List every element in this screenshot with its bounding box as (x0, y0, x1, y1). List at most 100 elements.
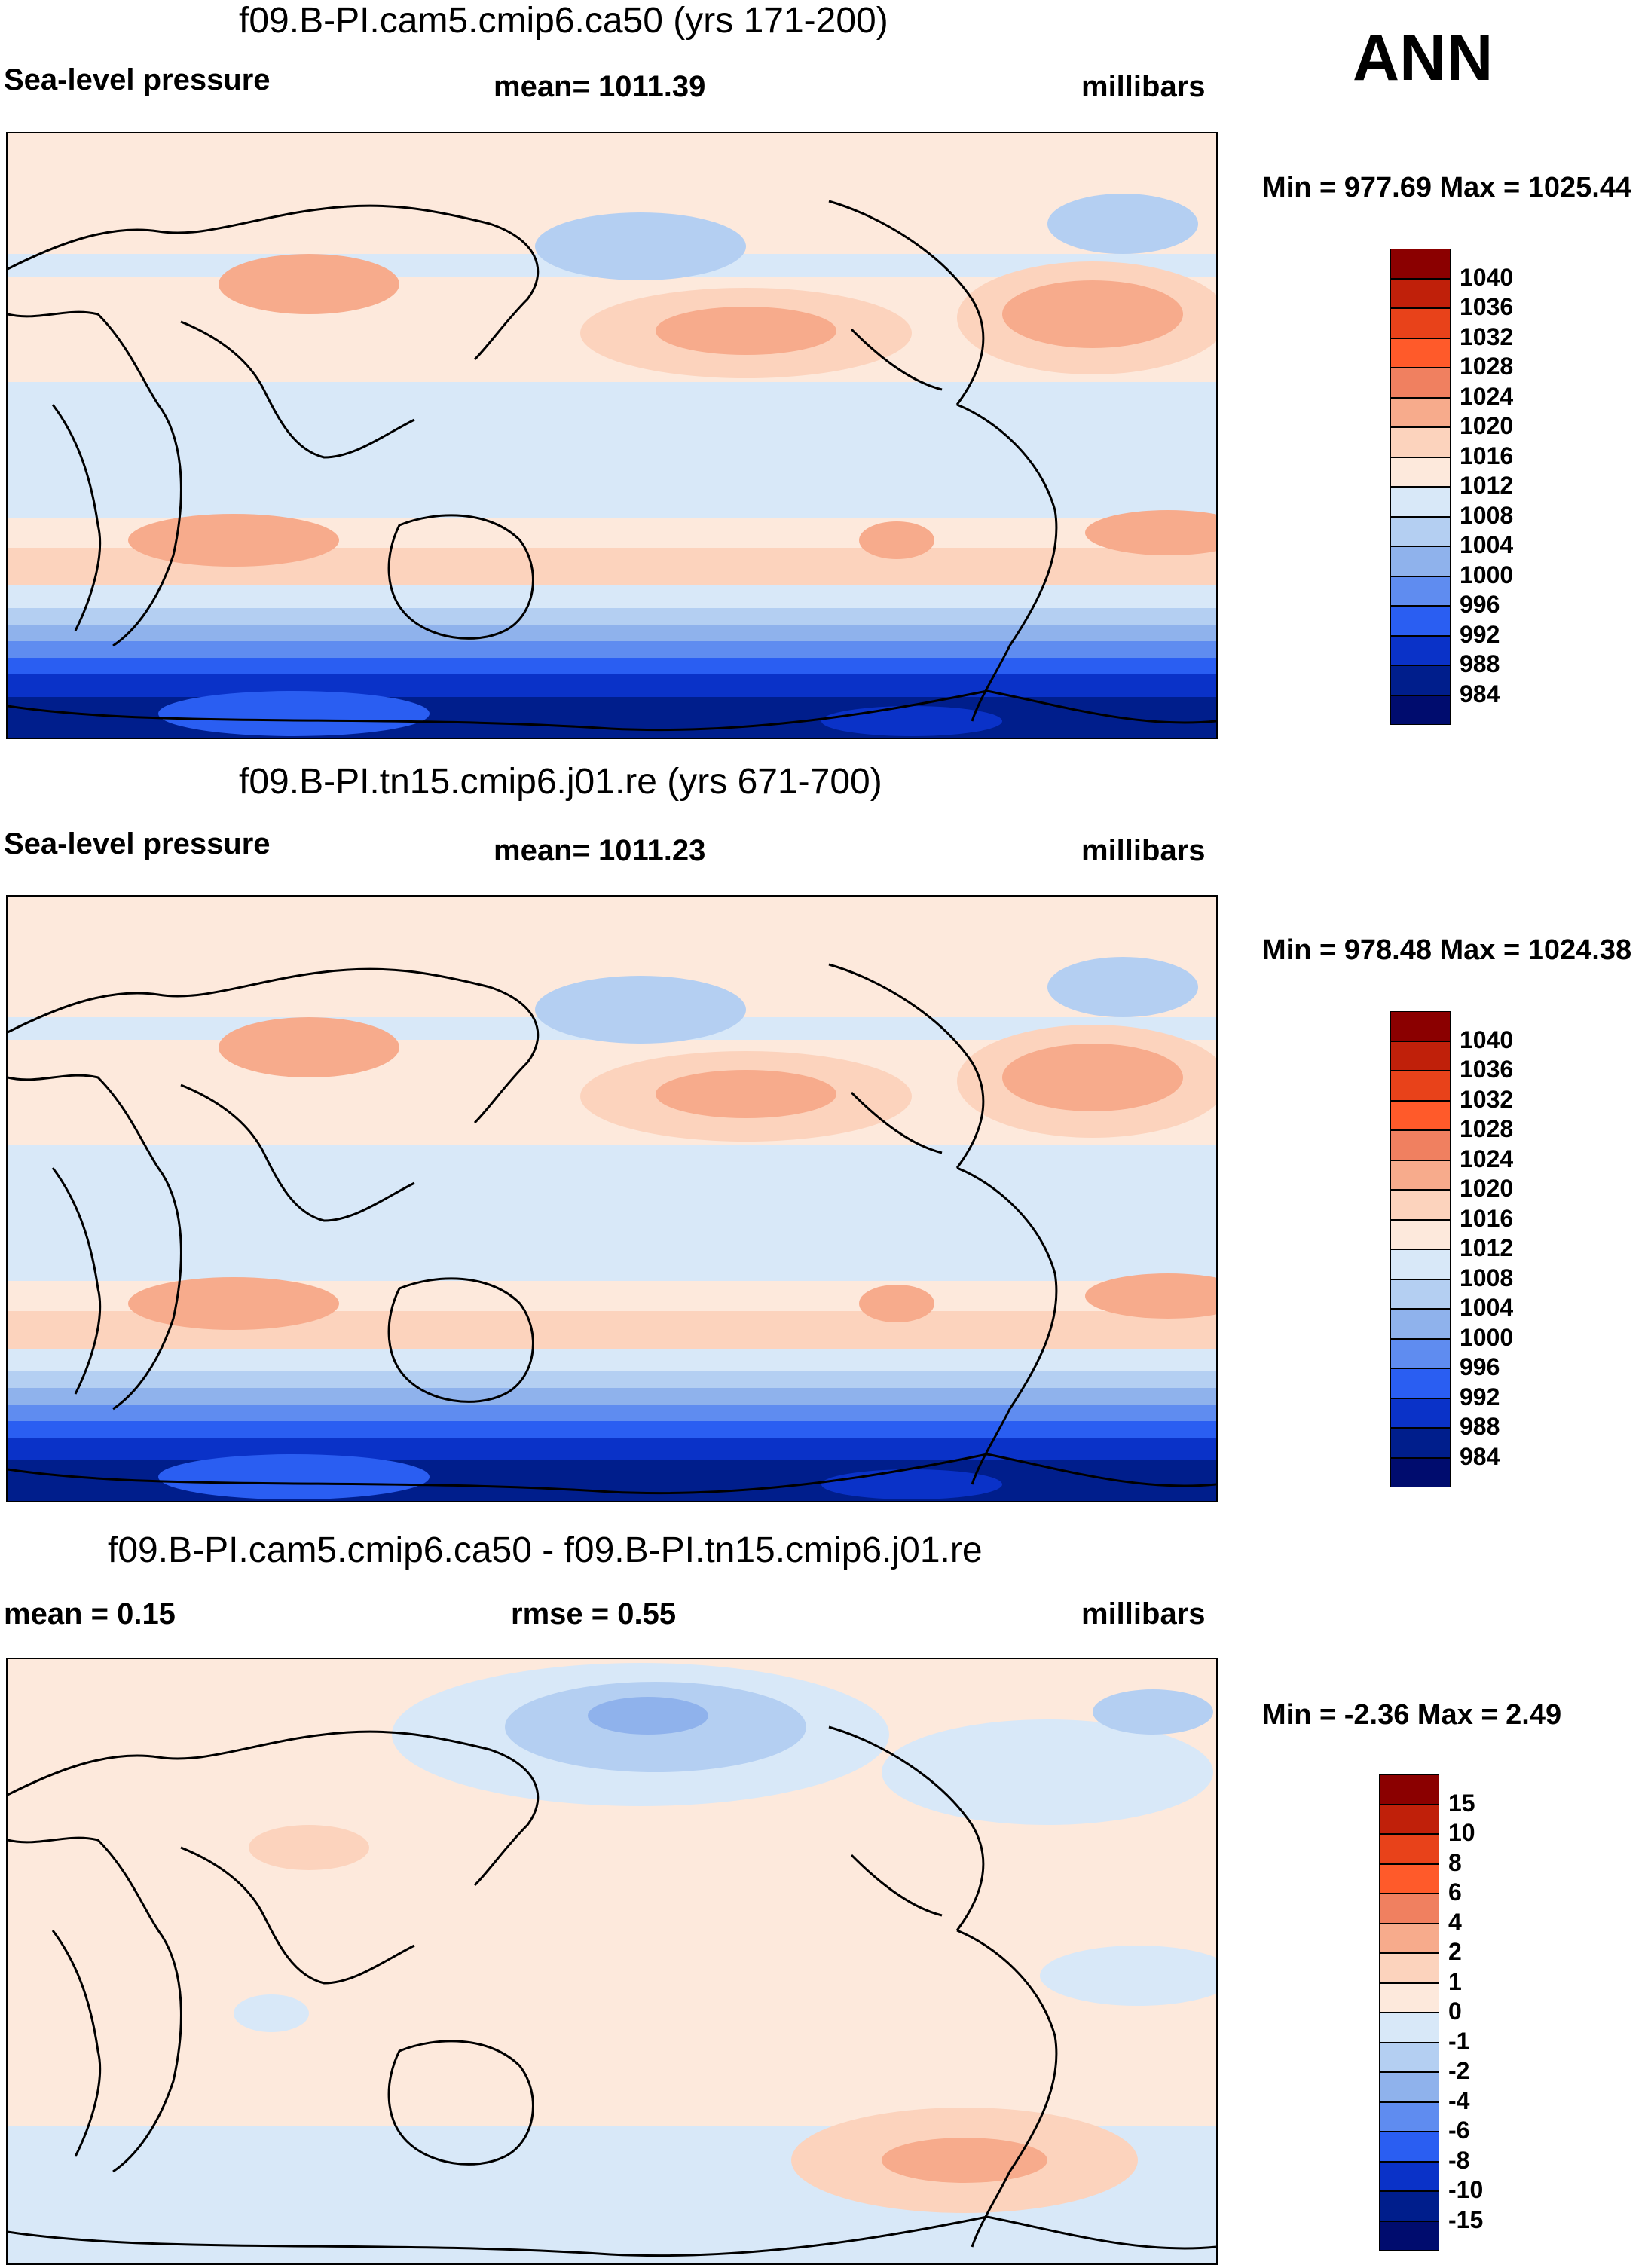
panel-2-mean-label: mean= 1011.23 (494, 834, 706, 867)
colorbar-swatch (1379, 2132, 1439, 2162)
colorbar-tick-label: 2 (1448, 1938, 1462, 1965)
panel-1-mean-label: mean= 1011.39 (494, 70, 706, 103)
panel-2-variable-label: Sea-level pressure (4, 827, 271, 860)
colorbar-tick-label: 1020 (1460, 412, 1514, 439)
colorbar-swatch (1390, 1071, 1451, 1101)
colorbar-swatch (1390, 1398, 1451, 1428)
colorbar-swatch (1390, 635, 1451, 665)
colorbar-swatch (1390, 1249, 1451, 1279)
colorbar-swatch (1379, 1863, 1439, 1894)
colorbar-swatch (1390, 1190, 1451, 1220)
panel-1-map (6, 132, 1218, 739)
colorbar-tick-label: 15 (1448, 1789, 1475, 1817)
colorbar-tick-label: 996 (1460, 1353, 1500, 1380)
colorbar-tick-label: 1000 (1460, 561, 1514, 588)
colorbar-swatch (1379, 1774, 1439, 1805)
colorbar-tick-label: 6 (1448, 1878, 1462, 1906)
colorbar-swatch (1390, 1130, 1451, 1160)
colorbar-swatch (1390, 1011, 1451, 1041)
panel-3-colorbar: 15 10 8 6 4 2 1 0 -1 -2 -4 -6 -8 -10 -15 (1379, 1774, 1483, 2251)
colorbar-swatch (1390, 397, 1451, 427)
colorbar-tick-label: 1024 (1460, 382, 1514, 410)
colorbar-swatch (1379, 2101, 1439, 2132)
colorbar-tick-label: -1 (1448, 2027, 1470, 2055)
colorbar-tick-label: 1000 (1460, 1323, 1514, 1351)
colorbar-swatch (1390, 1457, 1451, 1487)
panel-3-title: f09.B-PI.cam5.cmip6.ca50 - f09.B-PI.tn15… (108, 1530, 983, 1570)
panel-1-colorbar: 1040 1036 1032 1028 1024 1020 1016 1012 1008 1004… (1390, 249, 1513, 725)
colorbar-tick-label: 1024 (1460, 1145, 1514, 1172)
panel-1-variable-label: Sea-level pressure (4, 63, 271, 96)
colorbar-swatch (1390, 338, 1451, 368)
colorbar-tick-label: 1 (1448, 1967, 1462, 1995)
colorbar-swatch (1379, 1804, 1439, 1834)
colorbar-tick-label: -15 (1448, 2205, 1484, 2233)
colorbar-swatch (1390, 1219, 1451, 1249)
colorbar-tick-label: 996 (1460, 591, 1500, 618)
colorbar-swatch (1390, 576, 1451, 606)
colorbar-tick-label: 992 (1460, 1383, 1500, 1411)
colorbar-swatch (1390, 368, 1451, 398)
colorbar-swatch (1390, 427, 1451, 457)
colorbar-tick-label: 984 (1460, 1442, 1500, 1470)
colorbar-tick-label: -6 (1448, 2117, 1470, 2144)
panel-1-minmax: Min = 977.69 Max = 1025.44 (1262, 172, 1632, 203)
panel-3-rmse-label: rmse = 0.55 (511, 1597, 677, 1631)
colorbar-swatch (1390, 1309, 1451, 1339)
panel-2-map (6, 895, 1218, 1502)
colorbar-swatch (1390, 457, 1451, 487)
colorbar-tick-label: 1020 (1460, 1175, 1514, 1202)
panel-3-minmax: Min = -2.36 Max = 2.49 (1262, 1699, 1562, 1731)
colorbar-swatch (1390, 516, 1451, 546)
colorbar-swatch (1390, 308, 1451, 338)
colorbar-swatch (1390, 1279, 1451, 1309)
colorbar-swatch (1379, 1923, 1439, 1953)
colorbar-swatch (1390, 695, 1451, 725)
panel-3-units-label: millibars (1081, 1597, 1206, 1631)
colorbar-tick-label: 1004 (1460, 1294, 1514, 1321)
colorbar-swatch (1379, 2072, 1439, 2102)
panel-2-colorbar: 1040 1036 1032 1028 1024 1020 1016 1012 1008 1004… (1390, 1011, 1513, 1487)
colorbar-tick-label: 1032 (1460, 1085, 1514, 1113)
colorbar-swatch (1390, 1100, 1451, 1130)
colorbar-tick-label: 1016 (1460, 1204, 1514, 1232)
colorbar-tick-label: 1036 (1460, 1056, 1514, 1083)
colorbar-tick-label: 992 (1460, 620, 1500, 648)
colorbar-tick-label: 0 (1448, 1997, 1462, 2025)
colorbar-tick-label: 1040 (1460, 1025, 1514, 1053)
panel-2-minmax: Min = 978.48 Max = 1024.38 (1262, 934, 1632, 966)
panel-1-title: f09.B-PI.cam5.cmip6.ca50 (yrs 171-200) (239, 1, 888, 41)
colorbar-swatch (1379, 2221, 1439, 2251)
colorbar-swatch (1390, 1428, 1451, 1458)
colorbar-tick-label: 4 (1448, 1908, 1462, 1936)
colorbar-tick-label: 988 (1460, 1413, 1500, 1440)
colorbar-swatch (1379, 2161, 1439, 2191)
panel-3-mean-label: mean = 0.15 (4, 1597, 176, 1631)
colorbar-swatch (1390, 487, 1451, 517)
colorbar-swatch (1379, 2042, 1439, 2072)
panel-1-units-label: millibars (1081, 70, 1206, 103)
season-label: ANN (1353, 22, 1494, 94)
colorbar-tick-label: 1008 (1460, 501, 1514, 529)
colorbar-swatch (1390, 1041, 1451, 1071)
panel-2-title: f09.B-PI.tn15.cmip6.j01.re (yrs 671-700) (239, 762, 882, 802)
colorbar-swatch (1390, 1338, 1451, 1368)
panel-3-map (6, 1658, 1218, 2265)
colorbar-swatch (1390, 278, 1451, 308)
colorbar-tick-label: 1012 (1460, 1234, 1514, 1261)
colorbar-tick-label: 984 (1460, 680, 1500, 708)
colorbar-swatch (1390, 249, 1451, 279)
colorbar-tick-label: 8 (1448, 1848, 1462, 1876)
colorbar-swatch (1379, 2013, 1439, 2043)
colorbar-tick-label: 988 (1460, 650, 1500, 677)
colorbar-tick-label: 10 (1448, 1819, 1475, 1846)
colorbar-swatch (1379, 1953, 1439, 1983)
colorbar-tick-label: -10 (1448, 2176, 1484, 2203)
colorbar-tick-label: -2 (1448, 2057, 1470, 2084)
colorbar-swatch (1379, 2191, 1439, 2221)
colorbar-swatch (1379, 1982, 1439, 2013)
colorbar-tick-label: 1028 (1460, 353, 1514, 380)
colorbar-tick-label: -4 (1448, 2086, 1470, 2114)
colorbar-tick-label: 1036 (1460, 293, 1514, 320)
colorbar-tick-label: -8 (1448, 2146, 1470, 2174)
